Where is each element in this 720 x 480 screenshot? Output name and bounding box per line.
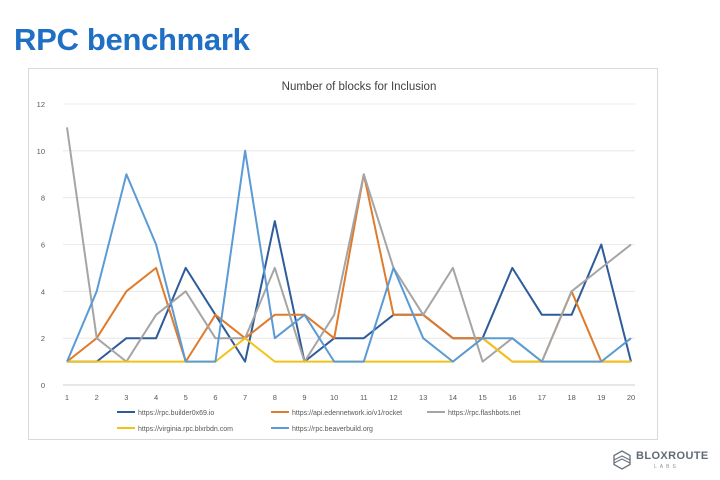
bloxroute-logo: BLOXROUTE LABS: [610, 448, 710, 474]
x-tick-label: 4: [154, 393, 158, 402]
x-tick-label: 18: [567, 393, 575, 402]
chart-title: Number of blocks for Inclusion: [282, 81, 437, 93]
x-tick-label: 3: [124, 393, 128, 402]
y-tick-label: 0: [41, 381, 45, 390]
series-line-2: [66, 173, 631, 363]
x-tick-label: 14: [449, 393, 457, 402]
series-line-5: [66, 149, 632, 363]
x-tick-label: 6: [213, 393, 217, 402]
y-tick-label: 6: [41, 241, 45, 250]
x-tick-label: 1: [65, 393, 69, 402]
x-tick-label: 17: [538, 393, 546, 402]
y-tick-label: 2: [41, 334, 45, 343]
x-tick-label: 15: [478, 393, 486, 402]
series-line-1: [67, 220, 632, 363]
x-axis-ticks: 1 2 3 4 5 6 7 8 9 10 11 12 13 14 15 16 17 18 19 20: [65, 393, 635, 402]
x-tick-label: 20: [627, 393, 635, 402]
y-tick-label: 12: [37, 100, 45, 109]
x-tick-label: 12: [389, 393, 397, 402]
legend-label: https://rpc.beaverbuild.org: [292, 426, 373, 433]
x-tick-label: 7: [243, 393, 247, 402]
x-tick-label: 2: [95, 393, 99, 402]
logo-text: BLOXROUTE: [636, 450, 709, 462]
x-tick-label: 11: [360, 393, 368, 402]
legend-item-5: https://rpc.beaverbuild.org: [271, 426, 373, 433]
grid-lines: [63, 103, 635, 386]
slide-title: RPC benchmark: [14, 22, 250, 57]
y-tick-label: 8: [41, 194, 45, 203]
legend-label: https://api.edennetwork.io/v1/rocket: [292, 410, 402, 417]
x-tick-label: 13: [419, 393, 427, 402]
y-tick-label: 10: [37, 147, 45, 156]
x-tick-label: 19: [597, 393, 605, 402]
x-tick-label: 9: [302, 393, 306, 402]
bloxroute-logo-icon: [613, 450, 631, 470]
y-axis-ticks: 0 2 4 6 8 10 12: [37, 100, 45, 390]
legend-item-2: https://api.edennetwork.io/v1/rocket: [271, 410, 402, 417]
legend-item-1: https://rpc.builder0x69.io: [117, 410, 214, 417]
legend: https://rpc.builder0x69.io https://api.ed…: [117, 410, 520, 433]
x-tick-label: 5: [184, 393, 188, 402]
x-tick-label: 16: [508, 393, 516, 402]
series-lines: [66, 127, 632, 363]
line-chart: Number of blocks for Inclusion 024681012…: [37, 81, 636, 433]
legend-item-3: https://rpc.flashbots.net: [427, 410, 520, 417]
legend-item-4: https://virginia.rpc.blxrbdn.com: [117, 426, 233, 433]
legend-label: https://virginia.rpc.blxrbdn.com: [138, 426, 233, 433]
x-tick-label: 10: [330, 393, 338, 402]
chart-frame: Number of blocks for Inclusion 0 2 4 6 8 10 12…: [28, 68, 658, 440]
logo-subtext: LABS: [654, 464, 679, 470]
x-tick-label: 8: [273, 393, 277, 402]
legend-label: https://rpc.flashbots.net: [448, 410, 520, 417]
y-tick-label: 4: [41, 287, 45, 296]
legend-label: https://rpc.builder0x69.io: [138, 410, 214, 417]
